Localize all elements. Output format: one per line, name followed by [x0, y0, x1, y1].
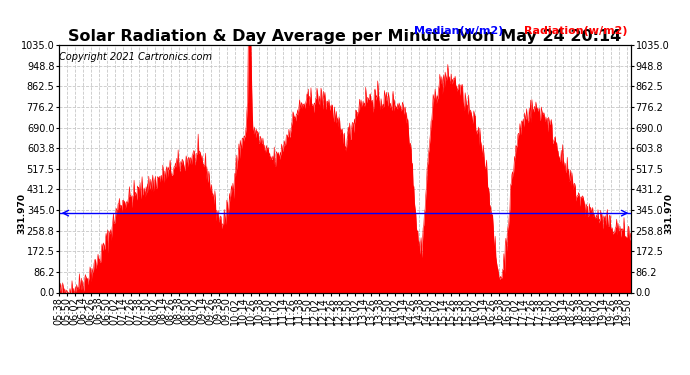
Text: Median(w/m2): Median(w/m2) — [414, 26, 504, 36]
Text: Radiation(w/m2): Radiation(w/m2) — [524, 26, 628, 36]
Text: 331.970: 331.970 — [664, 193, 673, 234]
Title: Solar Radiation & Day Average per Minute Mon May 24 20:14: Solar Radiation & Day Average per Minute… — [68, 29, 622, 44]
Text: Copyright 2021 Cartronics.com: Copyright 2021 Cartronics.com — [59, 53, 213, 62]
Text: 331.970: 331.970 — [17, 193, 26, 234]
